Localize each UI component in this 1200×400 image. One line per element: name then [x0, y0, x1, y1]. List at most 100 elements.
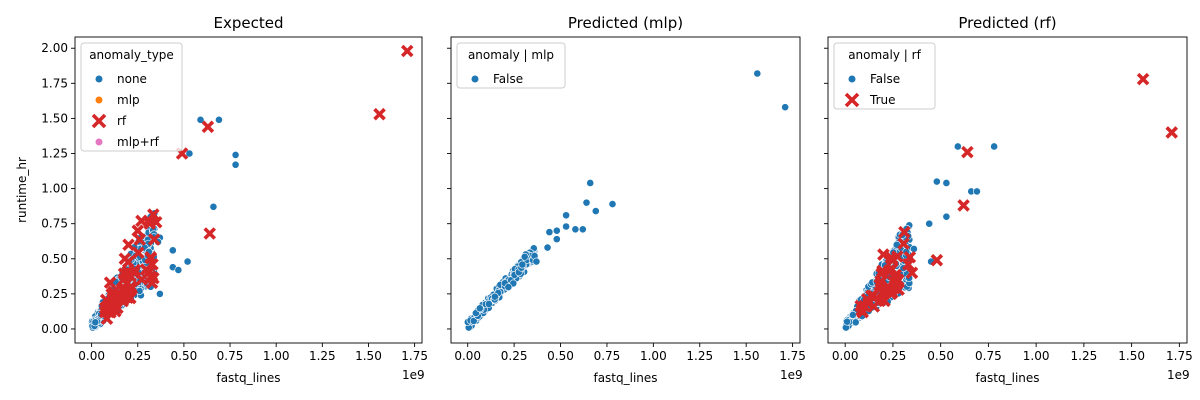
data-point — [520, 252, 529, 261]
data-point — [174, 266, 183, 274]
data-point-anomaly — [856, 305, 869, 319]
legend-box — [80, 42, 183, 152]
data-point-anomaly — [133, 233, 146, 246]
data-point — [490, 292, 499, 301]
data-point — [196, 115, 205, 124]
data-point-anomaly — [145, 276, 159, 290]
data-point-anomaly — [124, 291, 137, 305]
data-point — [578, 225, 587, 234]
data-point-anomaly — [1136, 72, 1150, 86]
data-point — [532, 257, 541, 266]
data-point-anomaly — [149, 216, 163, 229]
legend-marker-circle-icon — [94, 95, 104, 105]
x-tick-label: 0.25 — [880, 349, 907, 363]
x-tick-label: 0.00 — [454, 349, 481, 363]
data-point — [942, 212, 951, 221]
data-point-anomaly — [897, 237, 910, 250]
legend-marker-x-icon — [91, 113, 107, 129]
data-point-anomaly — [118, 252, 132, 266]
x-tick-label: 0.00 — [832, 349, 859, 363]
data-point — [469, 316, 478, 325]
data-point-anomaly — [122, 238, 135, 252]
data-point-anomaly — [111, 301, 124, 315]
x-tick-label: 0.75 — [217, 349, 244, 363]
data-point — [571, 225, 580, 234]
x-tick-label: 1.25 — [309, 349, 336, 363]
plot-frame — [827, 36, 1188, 344]
data-point — [973, 187, 981, 196]
legend-label: mlp+rf — [117, 135, 160, 149]
data-point-anomaly — [961, 145, 974, 159]
data-point-anomaly — [132, 246, 145, 260]
data-point — [135, 287, 144, 295]
data-point — [942, 179, 951, 187]
data-point-anomaly — [373, 107, 386, 121]
y-tick-label: 0.25 — [41, 287, 68, 301]
data-point-anomaly — [884, 287, 898, 301]
y-tick-label: 1.75 — [41, 76, 68, 90]
data-point-anomaly — [876, 264, 889, 278]
data-point — [591, 207, 600, 215]
legend-label: mlp — [117, 93, 140, 107]
data-point-anomaly — [876, 285, 889, 299]
data-point — [168, 246, 177, 255]
legend-box — [456, 42, 566, 89]
legend-label: False — [870, 72, 900, 86]
data-point — [475, 304, 484, 313]
legend-marker-circle-icon — [94, 74, 104, 84]
x-tick-label: 0.25 — [501, 349, 528, 363]
x-tick-label: 1.75 — [1166, 349, 1193, 363]
data-point-anomaly — [147, 233, 161, 246]
data-point-anomaly — [400, 44, 414, 58]
data-point — [843, 317, 852, 326]
panel-title: Predicted (rf) — [958, 14, 1056, 32]
x-tick-label: 1.25 — [686, 349, 713, 363]
data-point-anomaly — [120, 277, 133, 290]
data-point-anomaly — [1165, 126, 1178, 139]
x-tick-label: 1.50 — [733, 349, 760, 363]
x-tick-label: 0.25 — [124, 349, 151, 363]
y-tick-label: 1.25 — [41, 147, 68, 161]
data-point — [518, 260, 527, 269]
data-point — [552, 235, 561, 244]
data-point — [586, 179, 595, 187]
x-tick-label: 0.00 — [78, 349, 105, 363]
x-tick-label: 0.50 — [547, 349, 574, 363]
legend-marker-circle-icon — [470, 74, 480, 84]
data-point-anomaly — [930, 253, 944, 267]
legend-label: False — [493, 72, 523, 86]
data-point — [781, 103, 790, 112]
x-tick-label: 0.75 — [594, 349, 621, 363]
data-point-anomaly — [105, 288, 118, 301]
x-tick-label: 1.75 — [779, 349, 806, 363]
data-point — [185, 149, 194, 158]
x-offset-label: 1e9 — [1167, 368, 1190, 382]
legend-title: anomaly | mlp — [468, 48, 554, 62]
x-tick-label: 1.00 — [1023, 349, 1050, 363]
data-point-anomaly — [886, 254, 899, 267]
data-point — [562, 211, 570, 220]
data-point-anomaly — [892, 283, 905, 296]
plot-frame — [450, 36, 801, 344]
x-tick-label: 1.00 — [640, 349, 667, 363]
data-point — [562, 222, 570, 231]
y-tick-label: 1.50 — [41, 111, 68, 125]
chart-panel-2: Predicted (mlp) 0.00 0.25 0.50 0.75 1.00 1.25 1… — [447, 14, 806, 385]
panel-title: Expected — [214, 14, 284, 32]
x-axis-label: fastq_lines — [216, 371, 280, 385]
data-point — [91, 318, 100, 327]
panel-title: Predicted (mlp) — [568, 14, 683, 32]
data-point-anomaly — [203, 227, 217, 240]
data-point-anomaly — [898, 225, 911, 239]
data-point — [925, 219, 934, 228]
y-tick-label: 2.00 — [41, 41, 68, 55]
x-tick-label: 1.50 — [355, 349, 382, 363]
data-point — [156, 289, 164, 298]
data-point — [753, 69, 762, 78]
y-tick-label: 0.75 — [41, 217, 68, 231]
points-layer — [841, 72, 1178, 332]
data-point — [848, 311, 857, 319]
legend-label: none — [117, 72, 147, 86]
